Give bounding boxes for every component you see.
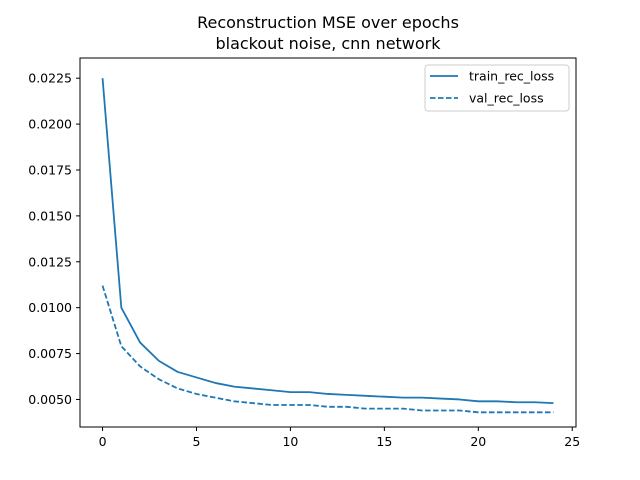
- y-tick-label: 0.0150: [28, 208, 72, 223]
- legend-label-train_rec_loss: train_rec_loss: [469, 69, 554, 84]
- y-tick-label: 0.0050: [28, 392, 72, 407]
- plot-area: [101, 78, 554, 414]
- plot-frame: [79, 57, 577, 428]
- axes: 0 5 10 15 20 25 0.0050 0.0075 0.0100 0.0125 0.0150…: [28, 71, 580, 449]
- legend: train_rec_loss val_rec_loss: [424, 64, 570, 112]
- y-tick-label: 0.0175: [28, 162, 72, 177]
- legend-label-val_rec_loss: val_rec_loss: [469, 91, 544, 106]
- y-tick-label: 0.0225: [28, 71, 72, 86]
- series-line-train_rec_loss: [101, 78, 554, 405]
- y-tick-label: 0.0100: [28, 300, 72, 315]
- series-line-val_rec_loss: [101, 285, 554, 414]
- x-tick-label: 25: [564, 434, 580, 449]
- x-tick-label: 5: [193, 434, 201, 449]
- x-tick-label: 20: [470, 434, 486, 449]
- chart-title-line-2: blackout noise, cnn network: [215, 34, 441, 53]
- x-tick-label: 10: [282, 434, 298, 449]
- x-tick-label: 0: [99, 434, 107, 449]
- y-tick-label: 0.0200: [28, 117, 72, 132]
- y-tick-label: 0.0075: [28, 346, 72, 361]
- chart-title-line-1: Reconstruction MSE over epochs: [197, 13, 459, 32]
- y-tick-label: 0.0125: [28, 254, 72, 269]
- x-tick-label: 15: [376, 434, 392, 449]
- legend-box: [424, 64, 570, 112]
